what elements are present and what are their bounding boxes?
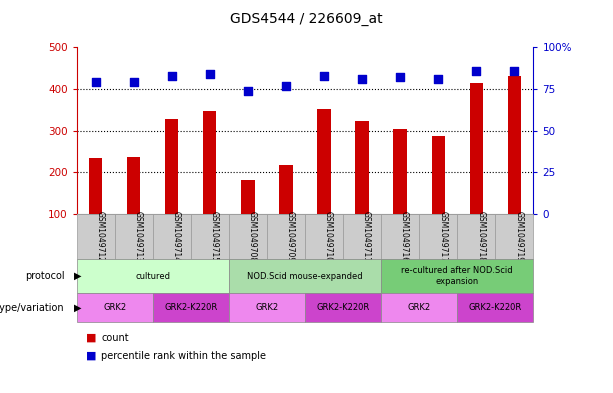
Text: ▶: ▶ [74,271,81,281]
Text: GSM1049708: GSM1049708 [248,211,257,263]
Bar [457,293,533,322]
Bar [165,119,178,256]
Bar [153,214,191,259]
Text: GDS4544 / 226609_at: GDS4544 / 226609_at [230,11,383,26]
Bar [305,293,381,322]
Bar [191,214,229,259]
Text: genotype/variation: genotype/variation [0,303,64,312]
Bar [127,157,140,256]
Text: GRK2: GRK2 [256,303,278,312]
Bar [77,259,229,293]
Text: GSM1049714: GSM1049714 [172,211,181,263]
Bar [89,158,102,256]
Text: GSM1049711: GSM1049711 [362,211,371,262]
Text: GSM1049716: GSM1049716 [400,211,409,263]
Text: percentile rank within the sample: percentile rank within the sample [101,351,266,361]
Point [395,74,405,81]
Bar [280,165,292,256]
Text: GRK2-K220R: GRK2-K220R [316,303,370,312]
Bar [318,109,330,256]
Bar [470,83,483,256]
Text: GRK2: GRK2 [103,303,126,312]
Bar [457,214,495,259]
Text: GSM1049713: GSM1049713 [134,211,143,263]
Point [509,67,519,73]
Bar [77,214,115,259]
Text: GSM1049718: GSM1049718 [476,211,485,262]
Bar [115,214,153,259]
Bar [495,214,533,259]
Point [167,72,177,79]
Bar [203,111,216,256]
Bar [229,293,305,322]
Point [91,79,101,85]
Bar [394,129,407,256]
Bar [356,121,368,256]
Point [281,83,291,89]
Bar [242,180,254,256]
Point [471,67,481,73]
Text: ■: ■ [86,351,96,361]
Text: ▶: ▶ [74,303,81,312]
Bar [381,293,457,322]
Text: ■: ■ [86,333,96,343]
Point [357,76,367,82]
Point [319,72,329,79]
Bar [432,136,445,256]
Bar [153,293,229,322]
Bar [229,259,381,293]
Bar [419,214,457,259]
Text: NOD.Scid mouse-expanded: NOD.Scid mouse-expanded [247,272,363,281]
Text: re-cultured after NOD.Scid
expansion: re-cultured after NOD.Scid expansion [402,266,513,286]
Bar [267,214,305,259]
Text: GSM1049717: GSM1049717 [438,211,447,263]
Text: GSM1049709: GSM1049709 [286,211,295,263]
Text: count: count [101,333,129,343]
Point [129,79,139,85]
Text: GSM1049710: GSM1049710 [324,211,333,263]
Bar [508,75,521,256]
Bar [381,214,419,259]
Point [433,76,443,82]
Bar [305,214,343,259]
Bar [343,214,381,259]
Bar [77,293,153,322]
Point [243,87,253,94]
Text: GRK2: GRK2 [408,303,431,312]
Text: GRK2-K220R: GRK2-K220R [164,303,218,312]
Point [205,71,215,77]
Text: GRK2-K220R: GRK2-K220R [468,303,522,312]
Text: GSM1049719: GSM1049719 [514,211,524,263]
Text: protocol: protocol [25,271,64,281]
Bar [381,259,533,293]
Text: GSM1049715: GSM1049715 [210,211,219,263]
Text: cultured: cultured [135,272,170,281]
Text: GSM1049712: GSM1049712 [96,211,105,262]
Bar [229,214,267,259]
